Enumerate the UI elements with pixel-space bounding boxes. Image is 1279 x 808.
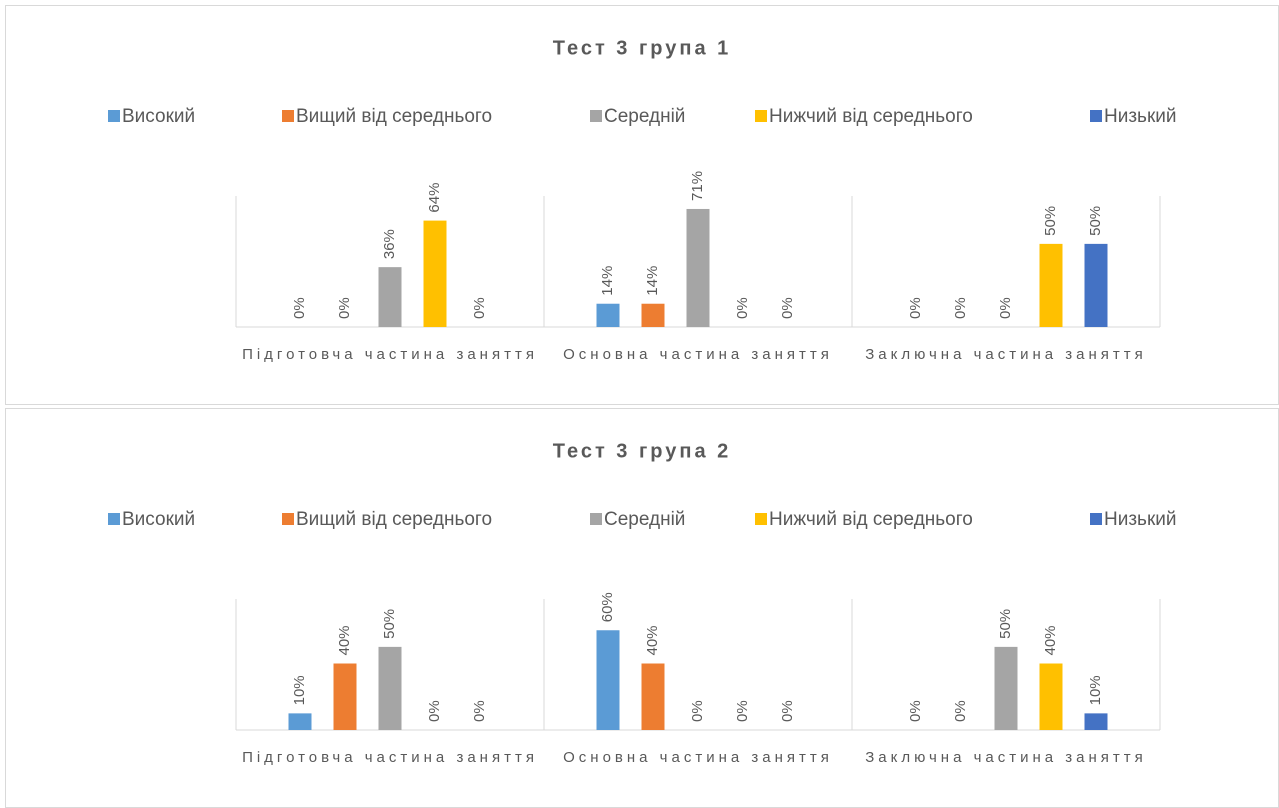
data-label: 0% [336,297,353,319]
data-label: 0% [952,700,969,722]
legend-swatch [108,110,120,122]
data-label: 40% [336,625,353,655]
data-label: 0% [471,297,488,319]
legend-swatch [755,110,767,122]
data-label: 0% [689,700,706,722]
x-tick-label: Підготовча частина заняття [242,749,538,766]
data-label: 36% [381,229,398,259]
bar [1084,713,1108,730]
data-label: 14% [644,266,661,296]
data-label: 0% [779,297,796,319]
legend-label: Середній [604,106,685,127]
x-tick-label: Основна частина заняття [563,749,833,766]
bar [1084,243,1108,327]
legend-label: Середній [604,509,685,530]
data-label: 10% [1087,675,1104,705]
bar [596,303,620,327]
legend-label: Вищий від середнього [296,509,492,530]
bar [378,646,402,730]
legend-label: Низький [1104,509,1176,530]
bar [1039,243,1063,327]
bar [378,267,402,327]
data-label: 50% [997,609,1014,639]
data-label: 0% [291,297,308,319]
legend-swatch [755,513,767,525]
data-label: 10% [291,675,308,705]
data-label: 50% [1042,206,1059,236]
bar [641,303,665,327]
legend-swatch [590,513,602,525]
bar [1039,663,1063,730]
legend-swatch [1090,110,1102,122]
data-label: 0% [734,700,751,722]
data-label: 0% [426,700,443,722]
data-label: 0% [907,700,924,722]
bar [333,663,357,730]
data-label: 50% [381,609,398,639]
legend-label: Високий [122,106,195,127]
chart: Тест 3 група 1 Високий Вищий від середньог… [108,37,1176,328]
chart: Тест 3 група 2 Високий Вищий від середньог… [108,440,1176,731]
x-tick-label: Підготовча частина заняття [242,346,538,363]
chart-panel: Тест 3 група 2 Високий Вищий від середньог… [5,408,1279,808]
data-label: 60% [599,592,616,622]
bar [596,630,620,730]
legend-swatch [282,513,294,525]
data-label: 40% [644,625,661,655]
legend-label: Вищий від середнього [296,106,492,127]
legend-label: Нижчий від середнього [769,106,973,127]
data-label: 0% [734,297,751,319]
legend-label: Нижчий від середнього [769,509,973,530]
legend-swatch [282,110,294,122]
data-label: 0% [952,297,969,319]
legend-label: Низький [1104,106,1176,127]
data-label: 40% [1042,625,1059,655]
data-label: 0% [997,297,1014,319]
bar [686,208,710,327]
bar [994,646,1018,730]
data-label: 50% [1087,206,1104,236]
legend-label: Високий [122,509,195,530]
x-tick-label: Заключна частина заняття [865,749,1147,766]
legend-swatch [1090,513,1102,525]
bar [641,663,665,730]
x-tick-label: Основна частина заняття [563,346,833,363]
x-tick-label: Заключна частина заняття [865,346,1147,363]
data-label: 0% [907,297,924,319]
data-label: 71% [689,171,706,201]
legend-swatch [108,513,120,525]
data-label: 0% [779,700,796,722]
legend-swatch [590,110,602,122]
chart-title: Тест 3 група 2 [553,440,732,462]
data-label: 14% [599,266,616,296]
bar [288,713,312,730]
chart-title: Тест 3 група 1 [553,37,732,59]
chart-panel: Тест 3 група 1 Високий Вищий від середньог… [5,5,1279,405]
data-label: 64% [426,183,443,213]
data-label: 0% [471,700,488,722]
bar [423,220,447,327]
